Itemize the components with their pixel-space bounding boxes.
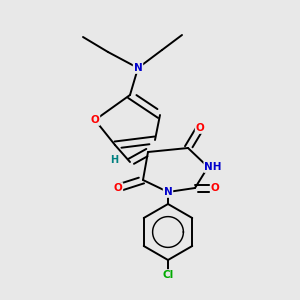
Text: O: O <box>211 183 219 193</box>
Text: O: O <box>114 183 122 193</box>
Text: Cl: Cl <box>162 270 174 280</box>
Text: H: H <box>110 155 118 165</box>
Text: NH: NH <box>204 162 222 172</box>
Text: N: N <box>134 63 142 73</box>
Text: O: O <box>196 123 204 133</box>
Text: O: O <box>91 115 99 125</box>
Text: N: N <box>164 187 172 197</box>
